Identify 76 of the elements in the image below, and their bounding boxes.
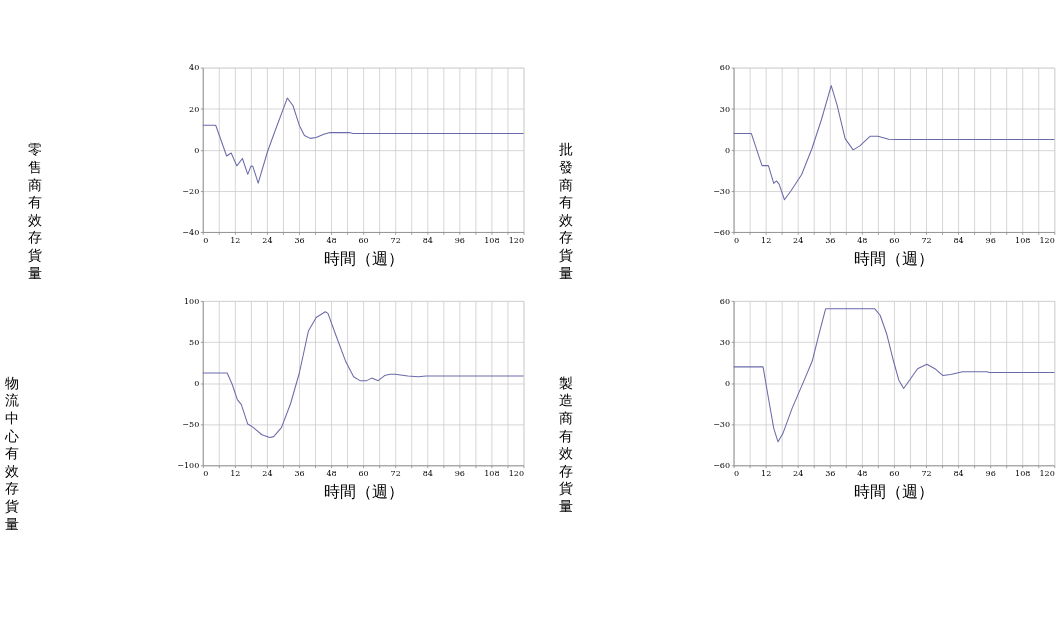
x-tick-label: 60 xyxy=(889,469,900,479)
x-axis-title: 時間（週） xyxy=(854,248,935,268)
x-tick-label: 84 xyxy=(422,235,433,245)
y-tick-label: 30 xyxy=(719,337,731,347)
y-tick-label: 30 xyxy=(719,104,731,114)
x-tick-label: 84 xyxy=(953,235,964,245)
x-tick-label: 108 xyxy=(1015,235,1031,245)
x-axis-title: 時間（週） xyxy=(323,482,404,502)
x-tick-label: 48 xyxy=(326,469,337,479)
x-tick-label: 0 xyxy=(734,469,740,479)
x-tick-label: 48 xyxy=(857,235,868,245)
x-axis-title: 時間（週） xyxy=(323,248,404,268)
x-tick-label: 0 xyxy=(203,469,209,479)
x-tick-label: 48 xyxy=(857,469,868,479)
x-tick-label: 72 xyxy=(921,235,932,245)
x-tick-label: 60 xyxy=(889,235,900,245)
y-tick-label: 50 xyxy=(189,337,200,347)
y-tick-label: 20 xyxy=(189,104,200,114)
y-tick-label: −50 xyxy=(182,420,200,430)
x-tick-label: 0 xyxy=(203,235,209,245)
y-axis-title: 製造商有效存貨量 xyxy=(558,374,573,515)
line-series xyxy=(202,311,525,438)
x-tick-label: 72 xyxy=(390,235,401,245)
text: 物流中心有效存貨量 xyxy=(5,374,20,532)
y-tick-label: 60 xyxy=(719,63,731,73)
line-series xyxy=(733,85,1055,201)
x-tick-label: 0 xyxy=(734,235,740,245)
y-tick-label: 60 xyxy=(719,296,731,306)
x-tick-label: 120 xyxy=(508,469,524,479)
x-tick-label: 72 xyxy=(921,469,932,479)
x-tick-label: 24 xyxy=(262,469,273,479)
x-axis-title: 時間（週） xyxy=(854,482,935,502)
y-tick-label: 0 xyxy=(724,145,731,155)
x-tick-label: 96 xyxy=(454,235,465,245)
y-tick-label: −20 xyxy=(182,186,200,196)
x-tick-label: 36 xyxy=(294,469,305,479)
x-tick-label: 108 xyxy=(1015,469,1031,479)
x-tick-label: 36 xyxy=(825,235,836,245)
x-tick-label: 108 xyxy=(484,235,500,245)
x-tick-label: 60 xyxy=(358,235,369,245)
y-tick-label: −30 xyxy=(713,186,731,196)
y-tick-label: −40 xyxy=(182,227,200,237)
y-tick-label: 0 xyxy=(194,145,200,155)
y-axis-title: 零售商有效存貨量 xyxy=(27,141,42,281)
x-tick-label: 108 xyxy=(484,469,500,479)
y-tick-label: 0 xyxy=(194,379,200,388)
x-tick-label: 84 xyxy=(422,469,433,479)
x-tick-label: 24 xyxy=(793,235,804,245)
x-tick-label: 96 xyxy=(985,469,996,479)
x-tick-label: 60 xyxy=(358,469,369,479)
x-tick-label: 48 xyxy=(326,235,337,245)
x-tick-label: 120 xyxy=(1039,469,1055,479)
y-tick-label: −30 xyxy=(713,420,731,430)
line-series xyxy=(733,308,1055,443)
y-tick-label: −60 xyxy=(713,227,731,237)
x-tick-label: 72 xyxy=(390,469,401,479)
x-tick-label: 84 xyxy=(953,469,964,479)
x-tick-label: 36 xyxy=(825,469,836,479)
y-axis-title: 批發商有效存貨量 xyxy=(558,141,573,281)
y-tick-label: −60 xyxy=(713,461,731,471)
x-tick-label: 24 xyxy=(262,235,273,245)
x-tick-label: 24 xyxy=(793,469,804,479)
y-tick-label: −100 xyxy=(177,461,200,471)
line-series xyxy=(202,97,525,184)
y-tick-label: 100 xyxy=(183,296,200,306)
x-tick-label: 12 xyxy=(761,469,772,479)
y-tick-label: 40 xyxy=(189,63,200,73)
x-tick-label: 12 xyxy=(230,469,241,479)
x-tick-label: 36 xyxy=(294,235,305,245)
x-tick-label: 96 xyxy=(454,469,465,479)
x-tick-label: 120 xyxy=(1039,235,1055,245)
x-tick-label: 96 xyxy=(985,235,996,245)
x-tick-label: 120 xyxy=(508,235,524,245)
y-tick-label: 0 xyxy=(724,379,731,388)
x-tick-label: 12 xyxy=(230,235,241,245)
x-tick-label: 12 xyxy=(761,235,772,245)
